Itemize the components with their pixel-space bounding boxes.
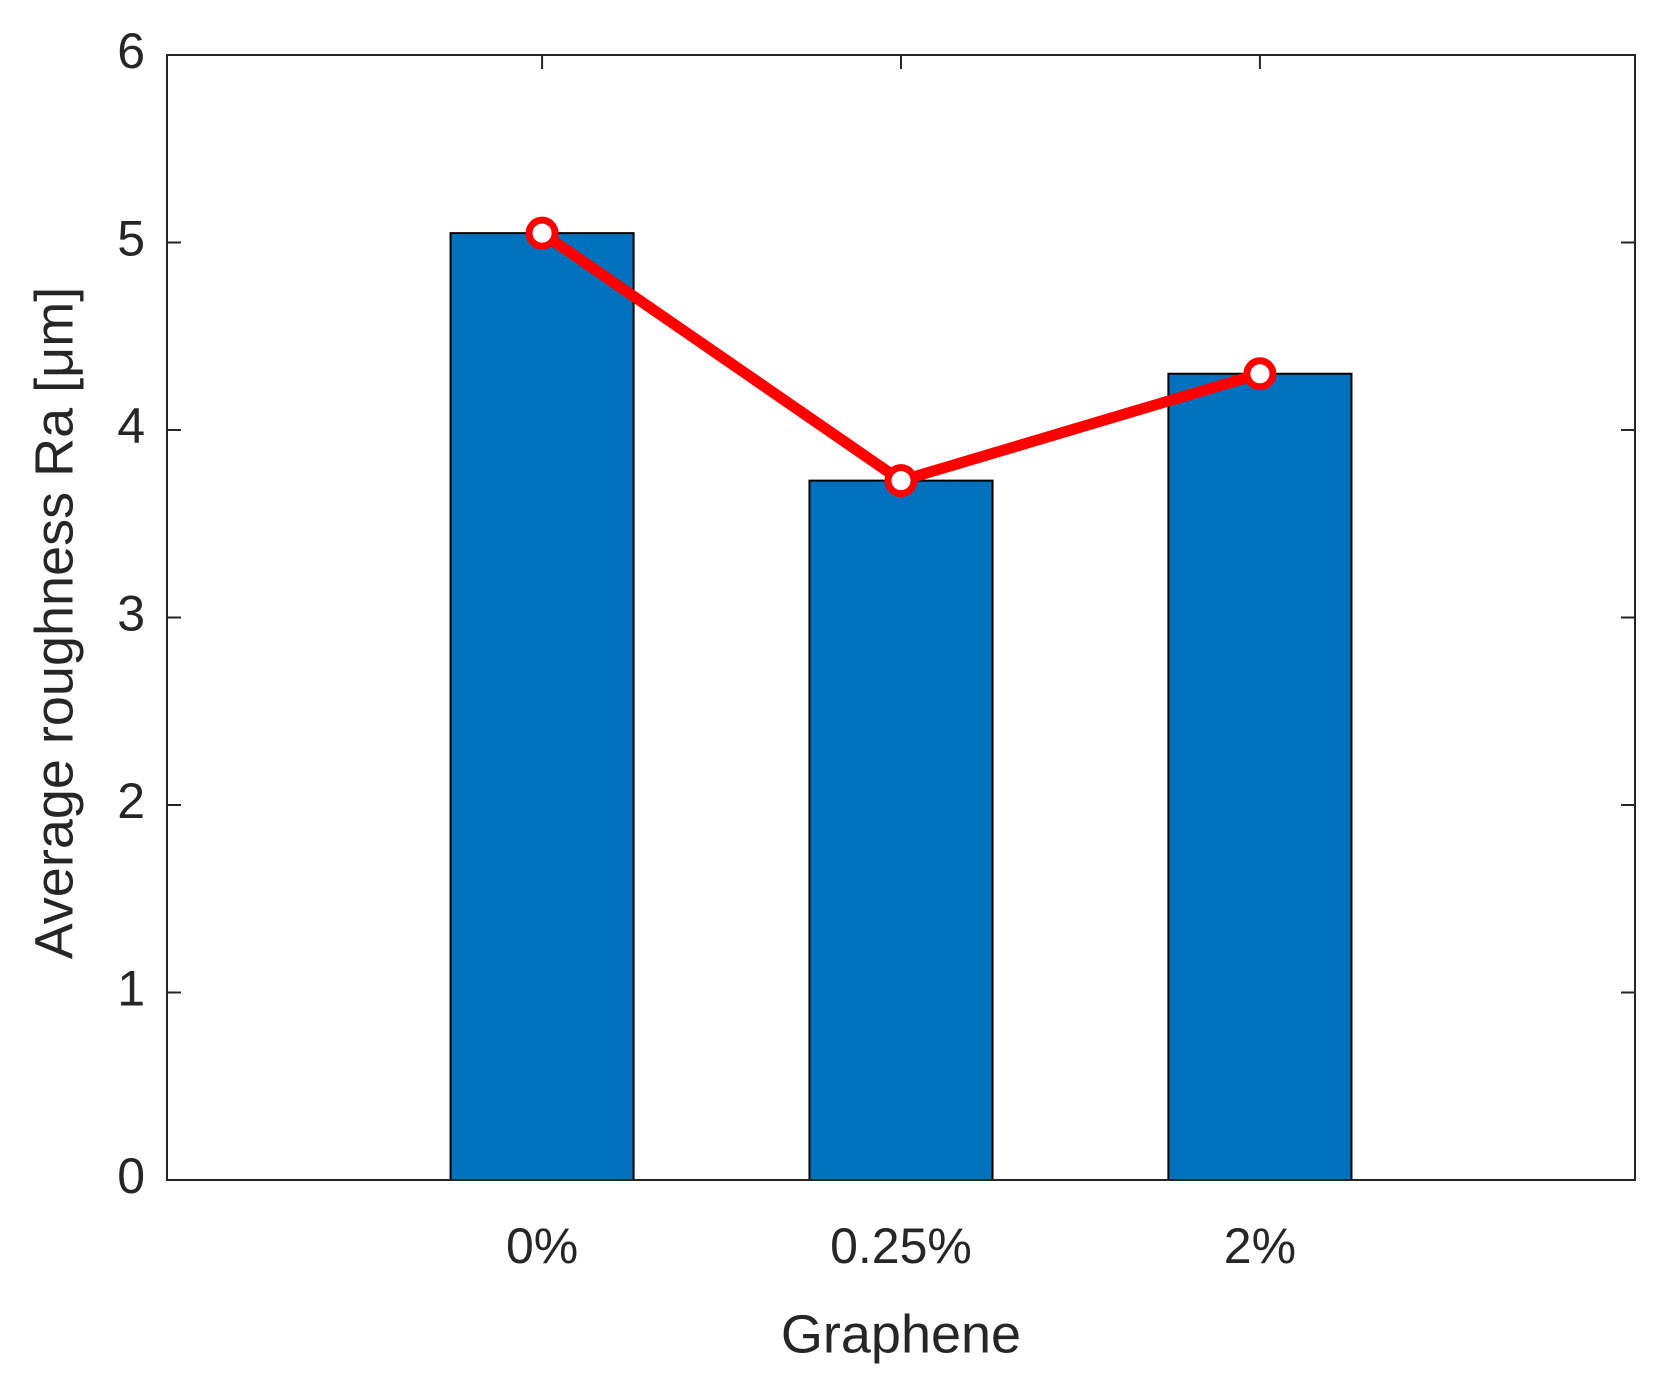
line-marker [525, 216, 559, 250]
x-tick-label: 0% [506, 1218, 578, 1274]
bar [808, 479, 994, 1181]
y-tick-label: 2 [117, 773, 145, 829]
y-tick-label: 1 [117, 961, 145, 1017]
line-marker [1243, 357, 1277, 391]
y-axis-label: Average roughness Ra [μm] [24, 287, 84, 959]
line [538, 228, 1262, 487]
x-tick-label: 0.25% [830, 1218, 972, 1274]
bar [449, 232, 635, 1181]
bar [1167, 372, 1353, 1181]
y-tick-label: 5 [117, 211, 145, 267]
x-axis-label: Graphene [781, 1304, 1021, 1364]
y-tick-label: 3 [117, 586, 145, 642]
y-tick-label: 0 [117, 1148, 145, 1204]
line-marker [884, 464, 918, 498]
y-tick-label: 4 [117, 398, 145, 454]
plot-frame [166, 54, 1636, 1181]
x-tick-label: 2% [1224, 1218, 1296, 1274]
y-tick-label: 6 [117, 23, 145, 79]
